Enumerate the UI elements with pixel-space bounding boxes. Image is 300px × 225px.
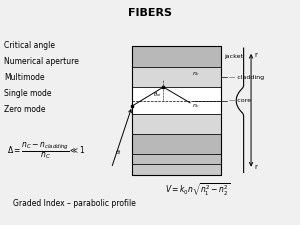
Text: Graded Index – parabolic profile: Graded Index – parabolic profile [13, 199, 136, 208]
Bar [132, 46, 221, 175]
Text: Critical angle: Critical angle [4, 41, 55, 50]
Text: $\theta_i$: $\theta_i$ [115, 148, 122, 157]
Bar [132, 134, 221, 154]
Bar [132, 87, 221, 114]
Text: $\theta_{oi}$: $\theta_{oi}$ [153, 90, 162, 99]
Bar [132, 154, 221, 164]
Text: Single mode: Single mode [4, 89, 52, 98]
Bar [132, 164, 221, 175]
Text: — cladding: — cladding [229, 75, 264, 80]
Text: $n_c$: $n_c$ [192, 102, 200, 110]
Text: r: r [254, 52, 257, 58]
Text: r: r [254, 164, 257, 170]
Text: Multimode: Multimode [4, 73, 45, 82]
Text: — core: — core [229, 98, 251, 103]
Text: $n_c$: $n_c$ [192, 70, 200, 78]
Text: Numerical aperture: Numerical aperture [4, 57, 79, 66]
Text: FIBERS: FIBERS [128, 8, 172, 18]
Text: jacket: jacket [224, 54, 243, 59]
Text: $\Delta = \dfrac{n_C - n_{cladding}}{n_C} \ll 1$: $\Delta = \dfrac{n_C - n_{cladding}}{n_C… [7, 140, 86, 161]
Bar [132, 46, 221, 67]
Text: Zero mode: Zero mode [4, 105, 46, 114]
Text: $V = k_0 n \sqrt{n_1^2 - n_2^2}$: $V = k_0 n \sqrt{n_1^2 - n_2^2}$ [165, 182, 230, 198]
Bar [132, 114, 221, 134]
Bar [132, 67, 221, 87]
